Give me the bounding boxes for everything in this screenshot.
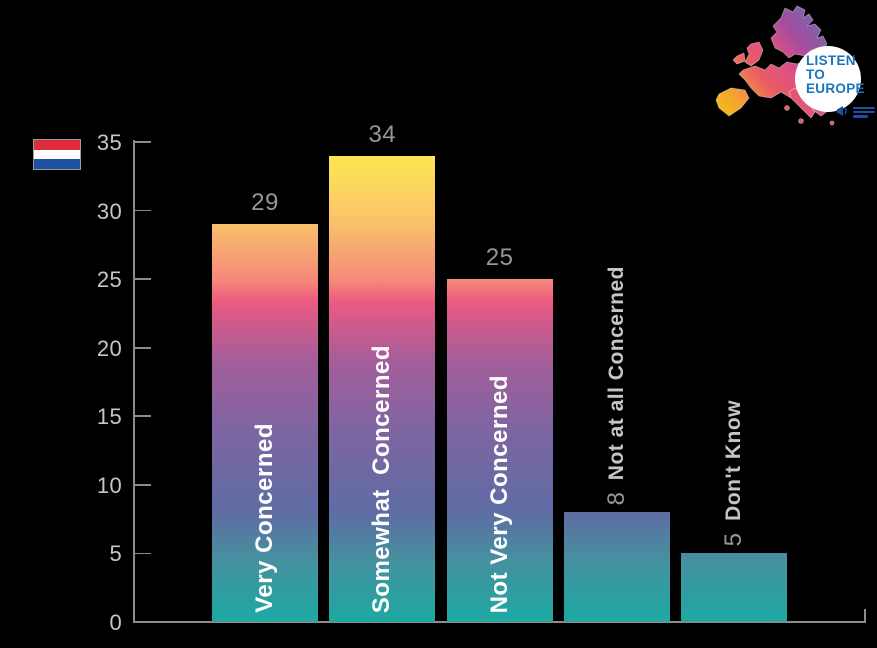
y-tick-label: 10 bbox=[96, 472, 122, 498]
y-tick-label: 5 bbox=[109, 541, 122, 567]
logo-line-1: LISTEN bbox=[806, 53, 856, 68]
y-tick-mark bbox=[133, 484, 151, 486]
bar-value-label: 25 bbox=[485, 244, 514, 272]
bar-value-label: 5 bbox=[720, 533, 748, 547]
y-tick-mark bbox=[133, 278, 151, 280]
y-tick-label: 35 bbox=[96, 130, 122, 155]
europe-map-illustration bbox=[715, 5, 861, 126]
listen-to-europe-wordmark: LISTEN TO EUROPE bbox=[806, 54, 865, 96]
bar: Not Very Concerned bbox=[446, 279, 553, 622]
logo-line-2: TO bbox=[806, 67, 826, 82]
bar-value-label: 29 bbox=[251, 189, 279, 217]
bar-label-stack: Not at all Concerned 8 bbox=[564, 266, 670, 506]
flag-stripe-blue bbox=[34, 159, 80, 170]
em-logo-text-lines bbox=[853, 107, 875, 118]
y-axis bbox=[133, 140, 135, 622]
bar-category-label: Don't Know bbox=[722, 400, 746, 522]
bar-category-label: Not at all Concerned bbox=[604, 265, 628, 480]
logo-circle bbox=[795, 46, 861, 112]
bar-category-label: Very Concerned bbox=[251, 423, 278, 613]
flag-stripe-white bbox=[34, 149, 80, 160]
europe-map-logo bbox=[713, 4, 877, 128]
bar-value-label: 8 bbox=[602, 491, 630, 506]
megaphone-icon bbox=[836, 106, 847, 116]
y-tick-label: 15 bbox=[96, 404, 122, 430]
y-tick-mark bbox=[133, 209, 151, 212]
bar bbox=[563, 512, 670, 622]
bar-label-stack: Don't Know 5 bbox=[681, 400, 787, 546]
netherlands-flag bbox=[33, 139, 81, 170]
bar-category-label: Not Very Concerned bbox=[485, 374, 513, 613]
y-tick-label: 20 bbox=[96, 335, 122, 361]
y-tick-label: 30 bbox=[96, 198, 122, 224]
flag-stripe-red bbox=[34, 140, 80, 150]
bar bbox=[681, 553, 788, 622]
y-tick-mark bbox=[133, 346, 151, 349]
bar: Somewhat Concerned bbox=[329, 155, 436, 622]
y-tick-mark bbox=[133, 552, 151, 555]
bar: Very Concerned bbox=[212, 224, 318, 622]
y-tick-mark bbox=[133, 415, 151, 418]
y-tick-label: 25 bbox=[96, 267, 122, 293]
logo-line-3: EUROPE bbox=[806, 81, 865, 96]
bar-value-label: 34 bbox=[368, 120, 397, 148]
bar-category-label: Somewhat Concerned bbox=[368, 344, 396, 613]
x-axis-end-tick bbox=[864, 609, 866, 622]
european-movement-logo bbox=[836, 104, 875, 118]
y-tick-label: 0 bbox=[109, 610, 122, 635]
y-tick-mark bbox=[133, 141, 151, 143]
